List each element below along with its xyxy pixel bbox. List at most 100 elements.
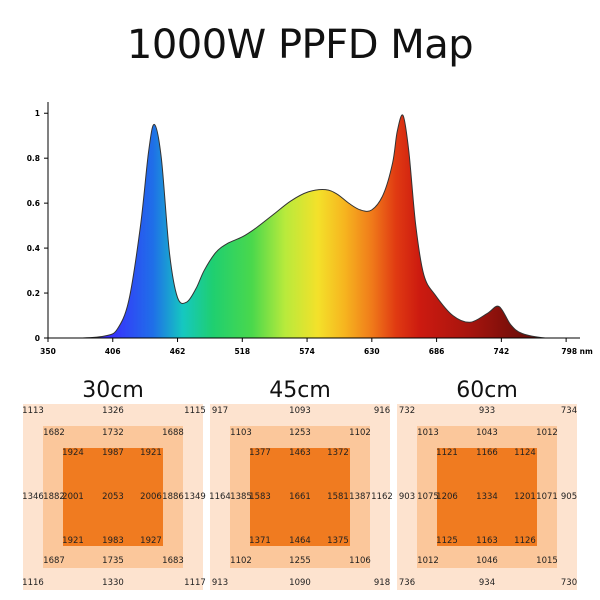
x-ticks: 350 406 462 518 574 630 686 742 798 nm [40, 338, 593, 356]
ppfd-value: 1387 [349, 492, 371, 502]
ppfd-value: 1162 [371, 492, 393, 502]
x-tick-label: 798 nm [561, 347, 593, 356]
ppfd-value: 1012 [536, 428, 558, 438]
y-tick-label: 0 [35, 334, 40, 343]
ppfd-value: 1983 [102, 536, 124, 546]
ppfd-value: 916 [373, 406, 391, 416]
ppfd-value: 1463 [289, 448, 311, 458]
ppfd-value: 1012 [417, 556, 439, 566]
x-tick-label: 406 [105, 347, 121, 356]
ppfd-value: 1121 [436, 448, 458, 458]
ppfd-map-30cm: 1113 1115 1116 1117 1326 1330 1346 1349 1682 1688… [22, 404, 206, 590]
ppfd-value: 1464 [289, 536, 311, 546]
x-tick-label: 462 [170, 347, 186, 356]
ppfd-value: 1349 [184, 492, 206, 502]
ppfd-value: 1375 [327, 536, 349, 546]
ppfd-value: 1683 [162, 556, 184, 566]
x-tick-label: 574 [299, 347, 315, 356]
ppfd-value: 1581 [327, 492, 349, 502]
map-title-30cm: 30cm [82, 378, 144, 403]
ppfd-value: 1113 [22, 406, 44, 416]
spectrum-area [48, 114, 580, 339]
y-tick-label: 0.2 [27, 289, 40, 298]
ppfd-value: 1921 [62, 536, 84, 546]
x-tick-label: 686 [429, 347, 445, 356]
ppfd-value: 1163 [476, 536, 498, 546]
ppfd-value: 933 [478, 406, 496, 416]
ppfd-value: 1255 [289, 556, 311, 566]
ppfd-value: 1115 [184, 406, 206, 416]
ppfd-value: 1015 [536, 556, 558, 566]
ppfd-value: 934 [478, 578, 496, 588]
y-ticks: 0 0.2 0.4 0.6 0.8 1 [27, 109, 48, 343]
y-tick-label: 0.4 [27, 244, 40, 253]
map-title-45cm: 45cm [269, 378, 331, 403]
ppfd-value: 1687 [43, 556, 65, 566]
ppfd-value: 903 [398, 492, 416, 502]
ppfd-value: 918 [373, 578, 391, 588]
ppfd-value: 1927 [140, 536, 162, 546]
x-tick-label: 518 [234, 347, 250, 356]
ppfd-value: 1371 [249, 536, 271, 546]
ppfd-value: 734 [560, 406, 578, 416]
ppfd-value: 1987 [102, 448, 124, 458]
ppfd-value: 1046 [476, 556, 498, 566]
ppfd-value: 1735 [102, 556, 124, 566]
ppfd-value: 1103 [230, 428, 252, 438]
ppfd-value: 1924 [62, 448, 84, 458]
page-title: 1000W PPFD Map [126, 22, 474, 68]
ppfd-value: 1166 [476, 448, 498, 458]
ppfd-value: 1043 [476, 428, 498, 438]
ppfd-value: 1106 [349, 556, 371, 566]
ppfd-value: 1921 [140, 448, 162, 458]
ppfd-value: 1732 [102, 428, 124, 438]
ppfd-value: 1164 [209, 492, 231, 502]
ppfd-value: 1206 [436, 492, 458, 502]
ppfd-center-value: 1661 [289, 492, 311, 502]
x-tick-label: 630 [364, 347, 380, 356]
ppfd-value: 1201 [514, 492, 536, 502]
ppfd-value: 732 [398, 406, 416, 416]
y-tick-label: 0.8 [27, 154, 40, 163]
ppfd-value: 2006 [140, 492, 162, 502]
ppfd-center-value: 1334 [476, 492, 498, 502]
ppfd-value: 2001 [62, 492, 84, 502]
ppfd-value: 1117 [184, 578, 206, 588]
ppfd-value: 1116 [22, 578, 44, 588]
ppfd-map-45cm: 917 916 913 918 1093 1090 1164 1162 1103 1102 1102… [209, 404, 393, 590]
ppfd-value: 1013 [417, 428, 439, 438]
ppfd-map-60cm: 732 734 736 730 933 934 903 905 1013 1012 1012 1015… [397, 404, 577, 590]
ppfd-value: 1377 [249, 448, 271, 458]
spectrum-baseline [48, 114, 580, 339]
ppfd-value: 1346 [22, 492, 44, 502]
ppfd-value: 1682 [43, 428, 65, 438]
core-zone [250, 448, 350, 546]
core-zone [437, 448, 537, 546]
spectrum-chart: 350 406 462 518 574 630 686 742 798 nm 0 0.2 0.4 0.… [27, 102, 593, 356]
ppfd-value: 1090 [289, 578, 311, 588]
map-title-60cm: 60cm [456, 378, 518, 403]
y-tick-label: 1 [35, 109, 40, 118]
ppfd-center-value: 2053 [102, 492, 124, 502]
ppfd-value: 736 [398, 578, 416, 588]
ppfd-value: 1126 [514, 536, 536, 546]
ppfd-value: 1583 [249, 492, 271, 502]
ppfd-value: 1102 [349, 428, 371, 438]
ppfd-value: 1886 [162, 492, 184, 502]
x-tick-label: 742 [494, 347, 510, 356]
ppfd-value: 913 [211, 578, 229, 588]
y-tick-label: 0.6 [27, 199, 40, 208]
ppfd-value: 1075 [417, 492, 439, 502]
ppfd-value: 1882 [43, 492, 65, 502]
ppfd-value: 905 [560, 492, 578, 502]
ppfd-value: 730 [560, 578, 578, 588]
core-zone [63, 448, 163, 546]
ppfd-value: 1093 [289, 406, 311, 416]
ppfd-value: 1688 [162, 428, 184, 438]
ppfd-value: 1102 [230, 556, 252, 566]
ppfd-value: 1385 [230, 492, 252, 502]
ppfd-value: 917 [211, 406, 229, 416]
ppfd-value: 1125 [436, 536, 458, 546]
ppfd-value: 1253 [289, 428, 311, 438]
ppfd-value: 1330 [102, 578, 124, 588]
